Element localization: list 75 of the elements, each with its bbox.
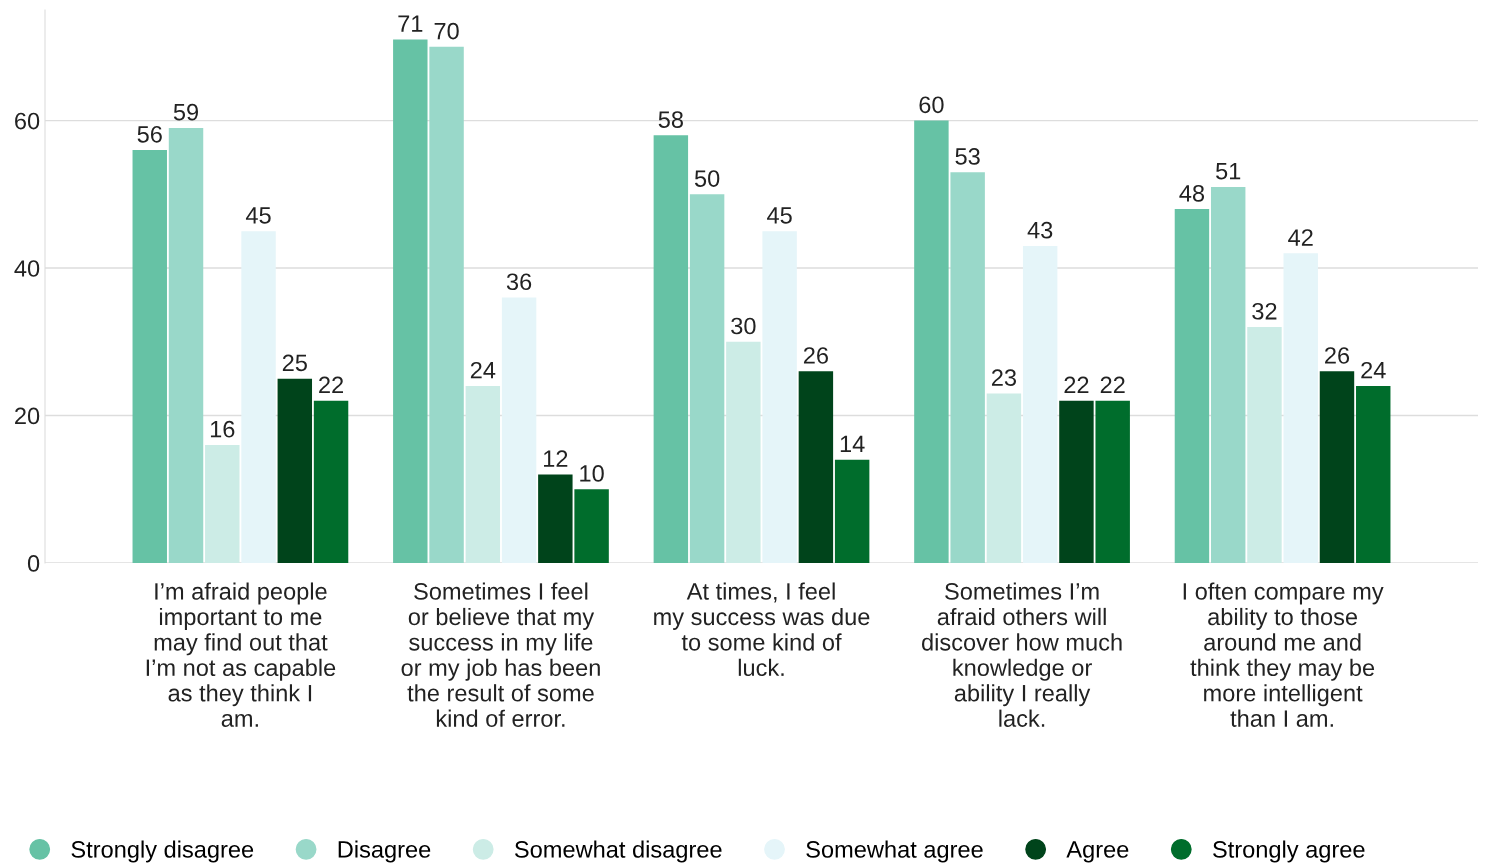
bar — [1283, 253, 1318, 563]
x-tick-label: I’m afraid people important to me may find out that I’m not as capable as they think I am. — [146, 582, 336, 727]
bar — [574, 489, 609, 563]
legend-label: Somewhat agree — [806, 840, 983, 863]
x-tick-label: Sometimes I feel or believe that my success in my life or my job has been the result of some kind of error. — [401, 582, 600, 727]
bar — [914, 120, 949, 563]
data-label: 12 — [544, 450, 568, 467]
data-label: 48 — [1179, 184, 1205, 202]
x-tick-label: Sometimes I’m afraid others will discover how much knowledge or ability I really lack. — [922, 582, 1122, 727]
data-label: 32 — [1252, 302, 1277, 320]
data-label: 42 — [1288, 229, 1313, 246]
data-label: 10 — [580, 465, 604, 482]
bar — [241, 231, 276, 563]
data-label: 56 — [137, 125, 162, 143]
data-label: 25 — [282, 354, 307, 372]
bar — [277, 378, 313, 563]
bar — [1247, 327, 1282, 563]
data-label: 24 — [470, 361, 496, 379]
x-tick-label: At times, I feel my success was due to some kind of luck. — [654, 582, 870, 677]
data-label: 22 — [1064, 376, 1089, 394]
data-label: 36 — [506, 273, 532, 291]
bar — [726, 341, 761, 563]
bar — [1210, 186, 1246, 563]
bar — [538, 474, 573, 563]
bar — [653, 135, 689, 563]
bar — [798, 371, 834, 563]
bar — [762, 231, 797, 563]
bar — [1095, 400, 1130, 563]
bar — [950, 172, 985, 563]
bar — [168, 127, 204, 563]
data-label: 22 — [1100, 376, 1125, 394]
bar — [689, 194, 725, 563]
legend-label: Strongly disagree — [71, 840, 254, 863]
y-tick-label: 60 — [15, 112, 40, 130]
legend-label: Somewhat disagree — [514, 840, 722, 863]
x-tick-label: I often compare my ability to those around me and think they may be more intelligent than I am. — [1183, 582, 1384, 727]
bar — [834, 459, 870, 563]
data-label: 26 — [1325, 347, 1350, 364]
bar — [1319, 371, 1355, 563]
data-label: 43 — [1027, 221, 1053, 239]
data-label: 26 — [803, 347, 828, 364]
bar — [1059, 400, 1094, 563]
data-label: 58 — [658, 111, 683, 128]
bar — [429, 46, 464, 563]
data-label: 51 — [1216, 163, 1241, 180]
data-label: 45 — [767, 207, 792, 224]
y-tick-label: 40 — [14, 260, 40, 277]
y-tick-label: 0 — [27, 555, 40, 572]
data-label: 23 — [991, 369, 1017, 386]
data-label: 71 — [398, 15, 423, 32]
data-label: 60 — [919, 96, 944, 114]
bar — [465, 386, 501, 563]
bar — [205, 445, 240, 563]
data-label: 30 — [731, 317, 756, 335]
bar — [501, 297, 537, 563]
data-label: 24 — [1361, 361, 1386, 379]
bar — [1022, 245, 1058, 563]
y-tick-label: 20 — [15, 407, 40, 425]
data-label: 16 — [210, 420, 235, 438]
bar — [132, 150, 167, 563]
legend-label: Disagree — [338, 840, 431, 863]
data-label: 22 — [319, 376, 343, 394]
data-label: 70 — [434, 22, 459, 40]
data-label: 53 — [955, 148, 980, 165]
data-label: 45 — [245, 207, 271, 224]
legend-label: Strongly agree — [1213, 840, 1365, 863]
legend-label: Agree — [1066, 841, 1129, 863]
data-label: 59 — [173, 103, 199, 121]
bar — [1174, 209, 1210, 563]
bar — [313, 400, 349, 563]
bar — [1356, 386, 1391, 563]
data-label: 50 — [694, 170, 720, 187]
bar — [986, 393, 1022, 563]
data-label: 14 — [840, 435, 865, 453]
bar — [393, 39, 428, 563]
